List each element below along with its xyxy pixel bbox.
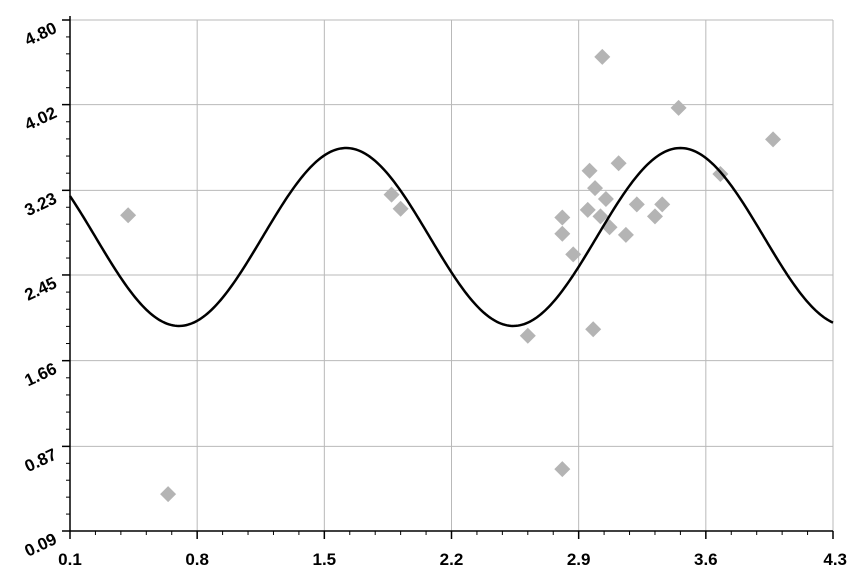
y-tick-label: 4.80 <box>22 18 60 49</box>
scatter-point <box>670 99 687 116</box>
scatter-point <box>581 162 598 179</box>
y-tick-label: 0.87 <box>22 445 60 476</box>
scatter-point <box>160 486 177 503</box>
x-tick-label: 2.2 <box>440 550 464 569</box>
x-tick-label: 4.3 <box>823 550 847 569</box>
grid-lines <box>70 19 834 531</box>
y-tick-label: 1.66 <box>22 359 60 390</box>
scatter-point <box>519 327 536 344</box>
y-tick-label: 4.02 <box>22 103 60 134</box>
scatter-point <box>628 196 645 213</box>
scatter-point <box>565 246 582 263</box>
scatter-point <box>585 321 602 338</box>
scatter-point <box>654 196 671 213</box>
scatter-point <box>554 209 571 226</box>
scatter-point <box>610 155 627 172</box>
y-tick-label: 0.09 <box>22 529 60 560</box>
scatter-point <box>646 208 663 225</box>
scatter-point <box>592 208 609 225</box>
scatter-points <box>120 48 782 503</box>
scatter-point <box>554 461 571 478</box>
y-tick-label: 3.23 <box>22 189 60 220</box>
scatter-point <box>765 131 782 148</box>
minor-ticks <box>66 36 809 535</box>
scatter-point <box>383 186 400 203</box>
scatter-point <box>120 207 137 224</box>
x-tick-label: 2.9 <box>567 550 591 569</box>
x-tick-label: 0.1 <box>58 550 82 569</box>
y-axis-tick-labels: 0.09 0.87 1.66 2.45 3.23 4.02 4.80 <box>22 18 60 560</box>
x-axis-tick-labels: 0.1 0.8 1.5 2.2 2.9 3.6 4.3 <box>58 550 847 569</box>
x-tick-label: 1.5 <box>313 550 337 569</box>
scatter-point <box>579 201 596 218</box>
scatter-point <box>392 200 409 217</box>
scatter-point <box>587 180 604 197</box>
scatter-point <box>554 225 571 242</box>
x-tick-label: 3.6 <box>694 550 718 569</box>
y-tick-label: 2.45 <box>22 273 60 304</box>
x-tick-label: 0.8 <box>185 550 209 569</box>
axes <box>62 16 834 539</box>
curve-line <box>68 146 834 328</box>
scatter-point <box>617 226 634 243</box>
scatter-point <box>597 191 614 208</box>
scatter-point <box>594 48 611 65</box>
fit-curve <box>68 146 834 328</box>
